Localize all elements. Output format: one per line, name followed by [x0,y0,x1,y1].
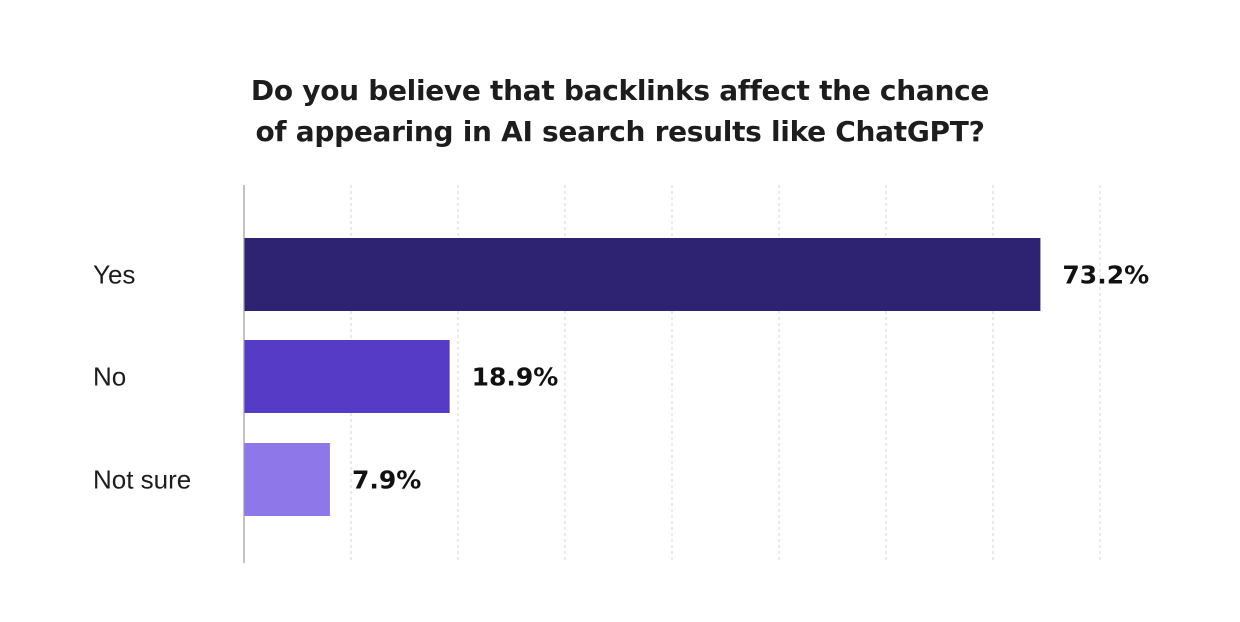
bars [244,238,1041,516]
bar-yes [244,238,1041,311]
bar-not-sure [244,443,330,516]
bar-no [244,340,450,413]
value-label-not-sure: 7.9% [352,466,421,495]
value-labels: 73.2% 18.9% 7.9% [352,261,1149,495]
category-labels: Yes No Not sure [93,260,191,495]
category-label-no: No [93,362,126,392]
chart-title-line-1: Do you believe that backlinks affect the… [250,74,990,107]
category-label-not-sure: Not sure [93,465,191,495]
category-label-yes: Yes [93,260,135,290]
value-label-yes: 73.2% [1062,261,1149,290]
chart-title: Do you believe that backlinks affect the… [0,70,1240,152]
value-label-no: 18.9% [472,363,559,392]
chart-title-line-2: of appearing in AI search results like C… [255,115,985,148]
